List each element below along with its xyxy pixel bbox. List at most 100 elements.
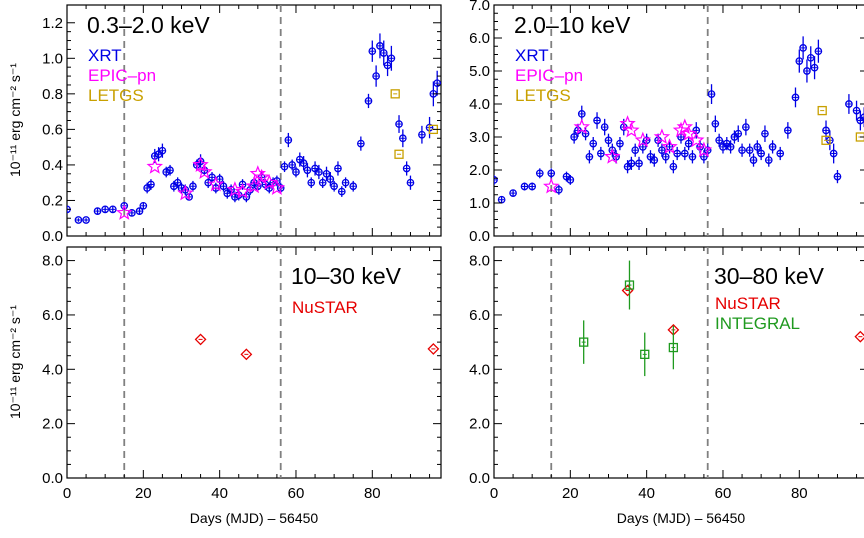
y-tick-label: 0.6 bbox=[42, 121, 63, 138]
data-point-circle bbox=[189, 182, 197, 191]
y-tick-label: 4.0 bbox=[469, 361, 490, 378]
data-point-star bbox=[661, 138, 678, 154]
data-point-circle bbox=[288, 161, 297, 169]
x-tick-label: 0 bbox=[490, 485, 498, 502]
data-point-circle bbox=[585, 152, 594, 161]
data-point-star bbox=[623, 121, 640, 138]
data-point-circle bbox=[761, 129, 769, 138]
y-tick-label: 0.0 bbox=[469, 470, 490, 487]
data-point-circle bbox=[669, 162, 678, 171]
data-point-circle bbox=[604, 136, 613, 145]
data-point-star bbox=[146, 158, 164, 174]
legend-entry-nustar: NuSTAR bbox=[292, 298, 358, 317]
data-point-circle bbox=[768, 143, 777, 151]
data-point-star bbox=[653, 128, 671, 145]
data-point-square bbox=[394, 149, 404, 159]
y-tick-label: 8.0 bbox=[42, 253, 63, 270]
data-point-circle bbox=[334, 164, 342, 173]
data-point-circle bbox=[238, 180, 247, 189]
legend-entry-epic-pn: EPIC–pn bbox=[515, 66, 583, 85]
data-point-star bbox=[234, 182, 251, 199]
data-point-circle bbox=[82, 216, 90, 224]
x-tick-label: 20 bbox=[135, 485, 152, 502]
data-point-circle bbox=[341, 178, 350, 187]
data-point-circle bbox=[357, 139, 365, 148]
data-point-circle bbox=[616, 139, 624, 148]
data-point-circle bbox=[833, 172, 842, 181]
panel-medium-xray: 0.01.02.03.04.05.06.07.0 2.0–10 keV XRT … bbox=[469, 0, 864, 245]
panel-title: 30–80 keV bbox=[714, 263, 825, 289]
data-point-circle bbox=[799, 44, 807, 52]
data-point-circle bbox=[555, 185, 563, 194]
data-group bbox=[494, 5, 864, 236]
legend-entry-letgs: LETGS bbox=[88, 86, 144, 105]
data-point-circle bbox=[688, 152, 697, 161]
y-tick-label: 4.0 bbox=[469, 96, 490, 113]
data-point-star bbox=[680, 125, 697, 141]
data-point-circle bbox=[726, 143, 735, 151]
legend-entry-letgs: LETGS bbox=[515, 86, 571, 105]
data-point-circle bbox=[326, 175, 335, 183]
plot-frame bbox=[493, 4, 864, 237]
plot-frame bbox=[66, 246, 442, 479]
data-point-circle bbox=[387, 54, 396, 63]
data-point-circle bbox=[635, 159, 643, 168]
data-point-circle bbox=[418, 130, 426, 139]
panel-title: 2.0–10 keV bbox=[514, 12, 631, 38]
panel-hard-xray-nustar: 0 20 40 60 80 0.0 2.0 4.0 6.0 8.0 10–30 keV NuSTA… bbox=[42, 246, 442, 502]
data-point-square bbox=[579, 337, 589, 347]
data-point-star bbox=[688, 131, 705, 148]
y-tick-label: 0.2 bbox=[42, 192, 63, 209]
data-point-circle bbox=[738, 146, 746, 155]
legend-entry-xrt: XRT bbox=[88, 46, 122, 65]
data-point-star bbox=[268, 179, 286, 196]
x-tick-label: 0 bbox=[63, 485, 71, 502]
y-axis-title-top: 10⁻¹¹ erg cm⁻² s⁻¹ bbox=[7, 63, 23, 177]
data-point-diamond bbox=[427, 342, 440, 355]
data-point-circle bbox=[845, 100, 853, 108]
data-point-circle bbox=[597, 149, 605, 158]
data-point-circle bbox=[547, 169, 556, 178]
data-point-circle bbox=[337, 187, 346, 196]
data-point-circle bbox=[528, 182, 537, 191]
data-point-circle bbox=[791, 93, 800, 102]
data-point-circle bbox=[707, 90, 716, 98]
legend-entry-epic-pn: EPIC–pn bbox=[88, 66, 156, 85]
data-point-star bbox=[245, 177, 263, 194]
x-tick-label: 40 bbox=[638, 485, 655, 502]
y-tick-label: 1.0 bbox=[469, 195, 490, 212]
y-axis-title-bottom: 10⁻¹¹ erg cm⁻² s⁻¹ bbox=[7, 305, 23, 419]
panel-title: 10–30 keV bbox=[291, 263, 402, 289]
data-point-circle bbox=[631, 146, 640, 155]
data-point-square bbox=[640, 349, 650, 359]
data-point-star bbox=[196, 163, 213, 180]
data-point-circle bbox=[120, 201, 129, 210]
data-point-star bbox=[207, 175, 225, 192]
panel-soft-xray: 0.0 0.2 0.4 0.6 0.8 1.0 1.2 0.3–2.0 keV XRT EP… bbox=[42, 4, 442, 245]
data-group bbox=[550, 247, 864, 478]
data-point-diamond bbox=[240, 348, 253, 361]
y-tick-label: 1.2 bbox=[42, 15, 63, 32]
data-point-square bbox=[821, 135, 831, 145]
data-point-circle bbox=[406, 178, 415, 187]
legend-entry-nustar: NuSTAR bbox=[715, 294, 781, 313]
data-point-star bbox=[573, 118, 591, 135]
data-point-star bbox=[543, 177, 560, 194]
x-tick-label: 80 bbox=[364, 485, 381, 502]
panel-hard-xray-integral: 0 20 40 60 80 0.0 2.0 4.0 6.0 8.0 30–80 keV NuSTA… bbox=[469, 246, 864, 502]
data-point-circle bbox=[158, 146, 167, 155]
data-point-circle bbox=[494, 176, 498, 184]
x-tick-label: 80 bbox=[791, 485, 808, 502]
data-point-star bbox=[177, 184, 194, 201]
data-point-circle bbox=[509, 189, 517, 197]
data-point-circle bbox=[395, 120, 403, 128]
legend-entry-xrt: XRT bbox=[515, 46, 549, 65]
y-tick-label: 2.0 bbox=[42, 416, 63, 433]
data-point-star bbox=[672, 121, 690, 138]
data-point-square bbox=[855, 132, 864, 142]
data-point-circle bbox=[535, 169, 544, 178]
data-group bbox=[123, 247, 440, 478]
data-point-circle bbox=[307, 178, 316, 187]
data-point-circle bbox=[600, 123, 609, 131]
data-point-circle bbox=[379, 49, 388, 57]
